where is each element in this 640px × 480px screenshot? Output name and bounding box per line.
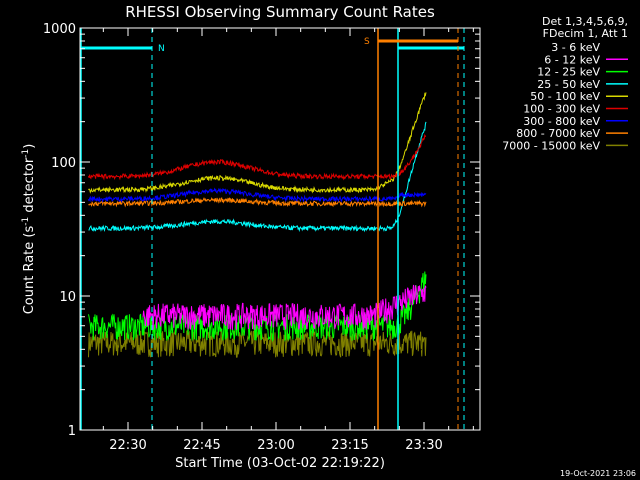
legend-label: 300 - 800 keV [523, 115, 600, 128]
y-tick-label: 10 [59, 290, 76, 305]
x-tick-label: 22:45 [183, 438, 220, 453]
y-axis-label: Count Rate (s-1 detector-1) [21, 144, 37, 315]
axes: 22:30 22:45 23:00 23:15 23:30 1 10 100 1000 [43, 22, 480, 453]
annotation-n: N [158, 44, 165, 54]
legend-label: 6 - 12 keV [544, 53, 600, 66]
legend-label: 800 - 7000 keV [516, 127, 600, 140]
x-axis-label: Start Time (03-Oct-02 22:19:22) [175, 456, 385, 471]
series-800-7000kev [88, 196, 427, 208]
legend-label: 12 - 25 keV [537, 66, 600, 79]
legend: Det 1,3,4,5,6,9,FDecim 1, Att 13 - 6 keV… [502, 15, 628, 152]
annotation-s: S [364, 37, 370, 47]
legend-label: 100 - 300 keV [523, 103, 600, 116]
series-3-6kev [178, 348, 424, 430]
series-300-800kev [88, 187, 427, 203]
y-label-sup1: -1 [21, 217, 31, 226]
y-tick-label: 1000 [43, 22, 76, 37]
x-tick-label: 23:00 [257, 438, 294, 453]
series-6-12kev [142, 284, 427, 330]
series-100-300kev [88, 133, 427, 181]
y-tick-label: 100 [51, 156, 76, 171]
footer-date: 19-Oct-2021 23:06 [560, 469, 636, 478]
legend-label: 3 - 6 keV [551, 41, 600, 54]
chart-title: RHESSI Observing Summary Count Rates [125, 3, 435, 21]
y-label-end: ) [22, 144, 37, 149]
series-25-50kev [88, 121, 427, 233]
y-label-sup2: -1 [21, 149, 31, 158]
x-tick-label: 23:15 [331, 438, 368, 453]
y-label-mid: detector [22, 157, 37, 217]
series-3-6kev-tail [403, 348, 422, 363]
plot-frame [79, 27, 481, 431]
legend-header: FDecim 1, Att 1 [543, 27, 628, 40]
legend-label: 25 - 50 keV [537, 78, 600, 91]
annotations: NS [80, 28, 465, 430]
series-7000-15000kev [88, 329, 427, 358]
plot-area: NS [80, 28, 465, 430]
series-50-100kev [88, 92, 427, 194]
y-label-main: Count Rate (s [22, 226, 37, 315]
legend-label: 50 - 100 keV [530, 90, 600, 103]
x-tick-label: 23:30 [405, 438, 442, 453]
legend-header: Det 1,3,4,5,6,9, [542, 15, 628, 28]
legend-label: 7000 - 15000 keV [502, 139, 600, 152]
y-tick-label: 1 [68, 424, 76, 439]
x-tick-label: 22:30 [109, 438, 146, 453]
